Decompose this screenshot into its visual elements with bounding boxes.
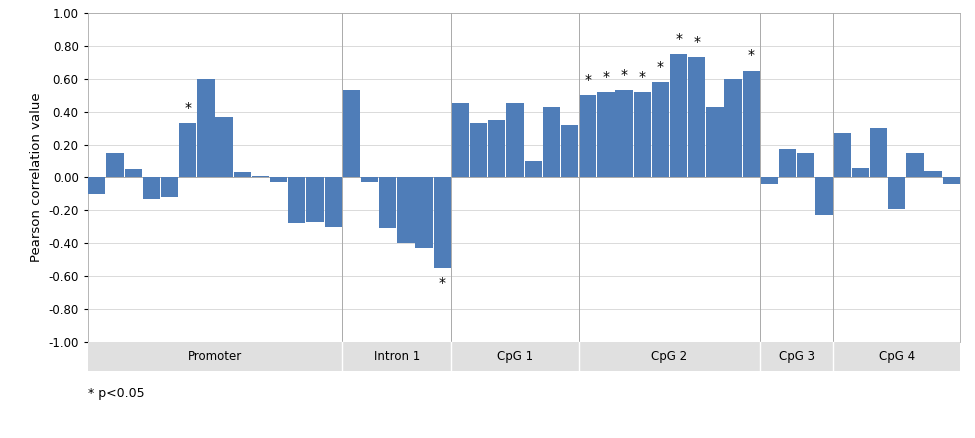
Bar [870,128,887,177]
Bar [125,169,141,177]
Bar [760,177,778,184]
Bar [760,342,833,371]
Bar [525,161,542,177]
Bar [598,92,614,177]
Bar [342,342,451,371]
Bar [615,90,633,177]
Bar [706,107,723,177]
Bar [543,107,560,177]
Bar [106,153,124,177]
Bar [724,79,742,177]
Text: *: * [184,101,191,115]
Bar [651,82,669,177]
Text: *: * [748,49,755,62]
Bar [434,177,450,268]
Text: *: * [639,70,645,84]
Text: * p<0.05: * p<0.05 [88,388,144,400]
Text: Intron 1: Intron 1 [373,350,420,363]
Bar [197,79,214,177]
Bar [578,342,760,371]
Text: *: * [675,32,682,46]
Bar [451,342,578,371]
Bar [361,177,378,182]
Bar [270,177,288,182]
Bar [215,117,233,177]
Bar [470,123,488,177]
Bar [561,125,578,177]
Bar [325,177,342,227]
Text: *: * [439,276,446,290]
Text: *: * [584,73,591,87]
Bar [397,177,414,243]
Bar [88,342,342,371]
Text: CpG 2: CpG 2 [651,350,687,363]
Bar [688,57,705,177]
Bar [234,173,251,177]
Bar [179,123,196,177]
Bar [833,342,960,371]
Bar [88,177,105,194]
Bar [634,92,651,177]
Bar [579,95,597,177]
Text: CpG 1: CpG 1 [497,350,533,363]
Bar [798,153,814,177]
Text: *: * [603,70,609,84]
Bar [343,90,360,177]
Bar [379,177,397,228]
Bar [834,133,851,177]
Bar [888,177,906,208]
Text: *: * [693,35,700,49]
Bar [779,149,797,177]
Bar [415,177,433,248]
Bar [670,54,687,177]
Bar [252,176,269,177]
Text: *: * [657,60,664,74]
Bar [161,177,178,197]
Bar [488,120,505,177]
Text: CpG 4: CpG 4 [878,350,915,363]
Bar [743,71,760,177]
Bar [907,153,923,177]
Bar [506,103,524,177]
Bar [924,171,942,177]
Bar [451,103,469,177]
Bar [852,167,869,177]
Bar [289,177,305,223]
Y-axis label: Pearson correlation value: Pearson correlation value [30,92,43,262]
Bar [943,177,960,184]
Bar [815,177,833,215]
Text: *: * [620,68,628,82]
Text: Promoter: Promoter [188,350,242,363]
Text: CpG 3: CpG 3 [779,350,815,363]
Bar [142,177,160,199]
Bar [306,177,324,222]
